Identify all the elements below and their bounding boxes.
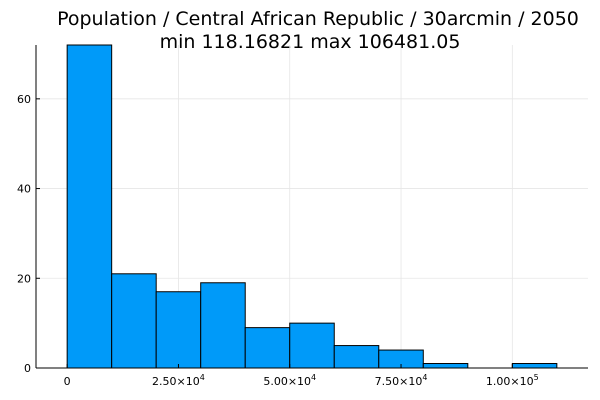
chart-title: Population / Central African Republic / … [57,8,579,30]
histogram-bar-4 [244,327,291,369]
x-tick-label-0: 0 [64,375,71,388]
histogram-bar-1 [111,273,157,369]
x-tick-label-4: 1.00×105 [486,373,539,388]
histogram-bar-5 [289,322,335,369]
x-axis-ticks: 0 2.50×104 5.00×104 7.50×104 1.00×105 [64,364,539,388]
histogram-bar-3 [200,282,246,369]
histogram-bar-2 [155,291,202,369]
histogram-bar-8 [422,363,469,369]
y-tick-label-3: 60 [17,93,31,106]
x-tick-label-2: 5.00×104 [263,373,316,388]
y-tick-label-2: 40 [17,183,31,196]
histogram-bars [66,44,558,369]
y-axis-ticks: 0 20 40 60 [17,93,40,375]
x-tick-label-1: 2.50×104 [152,373,205,388]
x-tick-label-3: 7.50×104 [375,373,428,388]
chart-subtitle: min 118.16821 max 106481.05 [160,31,461,53]
histogram-bar-10 [511,363,558,369]
histogram-bar-0 [66,44,113,369]
histogram-bar-6 [333,345,380,369]
y-tick-label-0: 0 [24,362,31,375]
y-tick-label-1: 20 [17,272,31,285]
